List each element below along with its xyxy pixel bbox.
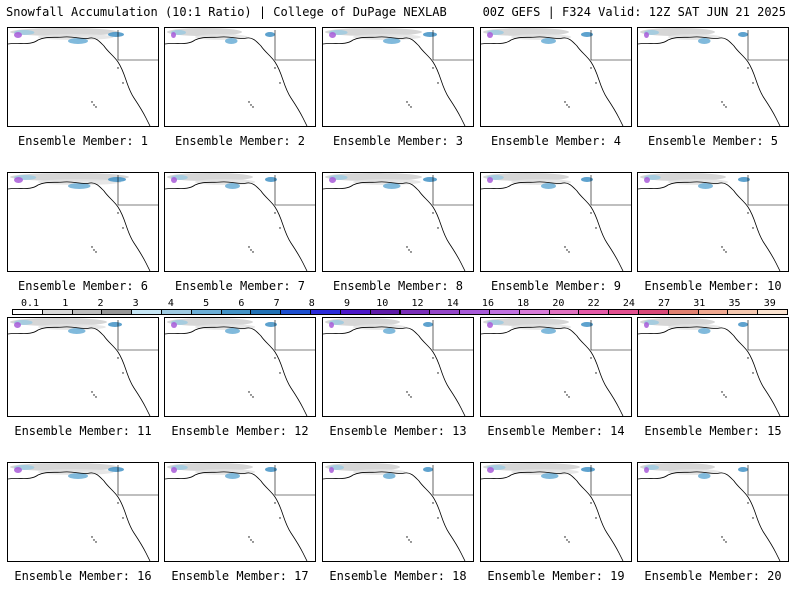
colorbar-label: 24 <box>622 298 635 309</box>
ensemble-member-label: Ensemble Member: 4 <box>490 134 622 148</box>
colorbar-swatch <box>637 309 669 315</box>
ensemble-member-label: Ensemble Member: 17 <box>171 569 309 583</box>
ensemble-member-map <box>164 172 316 272</box>
colorbar-swatch <box>727 309 759 315</box>
colorbar-swatch <box>459 309 490 315</box>
ensemble-member-label: Ensemble Member: 7 <box>174 279 306 293</box>
ensemble-member-label: Ensemble Member: 2 <box>174 134 306 148</box>
colorbar-label: 12 <box>411 298 424 309</box>
colorbar-swatch <box>667 309 699 315</box>
colorbar-label: 16 <box>481 298 494 309</box>
colorbar-swatch <box>71 309 103 315</box>
snowfall-colorbar: 0.1 1 2 3 4 5 6 7 8 9 10 12 14 16 18 20 22 24 27 31 35 39 <box>12 298 788 318</box>
ensemble-member-map <box>480 317 632 417</box>
ensemble-member-label: Ensemble Member: 6 <box>17 279 149 293</box>
colorbar-label: 18 <box>517 298 530 309</box>
ensemble-member-label: Ensemble Member: 12 <box>171 424 309 438</box>
colorbar-label: 20 <box>552 298 565 309</box>
ensemble-member-map <box>7 172 159 272</box>
colorbar-swatch <box>250 309 282 315</box>
ensemble-member-label: Ensemble Member: 8 <box>332 279 464 293</box>
ensemble-member-map <box>322 462 474 562</box>
ensemble-member-label: Ensemble Member: 19 <box>487 569 625 583</box>
ensemble-member-map <box>637 462 789 562</box>
colorbar-swatch <box>578 309 610 315</box>
colorbar-swatch <box>429 309 461 315</box>
colorbar-label: 39 <box>763 298 776 309</box>
ensemble-member-map <box>480 172 632 272</box>
ensemble-member-map <box>480 462 632 562</box>
ensemble-member-map <box>637 172 789 272</box>
ensemble-member-map <box>322 317 474 417</box>
colorbar-swatch <box>548 309 580 315</box>
ensemble-member-label: Ensemble Member: 5 <box>647 134 779 148</box>
ensemble-member-label: Ensemble Member: 10 <box>644 279 782 293</box>
colorbar-swatch <box>190 309 222 315</box>
ensemble-member-map <box>164 27 316 127</box>
colorbar-swatch <box>41 309 73 315</box>
ensemble-member-label: Ensemble Member: 11 <box>14 424 152 438</box>
ensemble-member-label: Ensemble Member: 13 <box>329 424 467 438</box>
ensemble-member-label: Ensemble Member: 1 <box>17 134 149 148</box>
ensemble-member-map <box>7 317 159 417</box>
ensemble-member-map <box>164 462 316 562</box>
colorbar-label: 2 <box>97 298 104 309</box>
ensemble-member-label: Ensemble Member: 3 <box>332 134 464 148</box>
ensemble-member-map <box>7 462 159 562</box>
colorbar-label: 1 <box>62 298 69 309</box>
colorbar-label: 0.1 <box>20 298 40 309</box>
colorbar-label: 14 <box>446 298 459 309</box>
ensemble-member-map <box>322 172 474 272</box>
colorbar-swatch <box>12 309 43 315</box>
ensemble-member-map <box>322 27 474 127</box>
ensemble-member-label: Ensemble Member: 9 <box>490 279 622 293</box>
colorbar-label: 31 <box>693 298 706 309</box>
ensemble-member-map <box>637 27 789 127</box>
ensemble-member-map <box>164 317 316 417</box>
ensemble-member-map <box>480 27 632 127</box>
colorbar-swatch <box>280 309 312 315</box>
ensemble-member-label: Ensemble Member: 15 <box>644 424 782 438</box>
colorbar-swatch <box>399 309 431 315</box>
colorbar-label: 5 <box>203 298 210 309</box>
colorbar-label: 9 <box>344 298 351 309</box>
chart-title: Snowfall Accumulation (10:1 Ratio) | Col… <box>6 5 447 19</box>
ensemble-member-label: Ensemble Member: 20 <box>644 569 782 583</box>
colorbar-label: 7 <box>273 298 280 309</box>
colorbar-swatch <box>608 309 639 315</box>
colorbar-swatch <box>339 309 371 315</box>
colorbar-label: 4 <box>167 298 174 309</box>
colorbar-swatch <box>310 309 341 315</box>
colorbar-label: 27 <box>658 298 671 309</box>
ensemble-member-map <box>7 27 159 127</box>
ensemble-member-label: Ensemble Member: 18 <box>329 569 467 583</box>
colorbar-swatch <box>518 309 550 315</box>
colorbar-label: 35 <box>728 298 741 309</box>
colorbar-swatch <box>757 309 788 315</box>
ensemble-member-label: Ensemble Member: 14 <box>487 424 625 438</box>
colorbar-swatch <box>101 309 133 315</box>
colorbar-swatch <box>488 309 520 315</box>
colorbar-label: 3 <box>132 298 139 309</box>
colorbar-swatch <box>220 309 252 315</box>
colorbar-label: 6 <box>238 298 245 309</box>
colorbar-label: 22 <box>587 298 600 309</box>
ensemble-member-label: Ensemble Member: 16 <box>14 569 152 583</box>
colorbar-swatch <box>697 309 729 315</box>
model-run-label: 00Z GEFS | F324 Valid: 12Z SAT JUN 21 20… <box>482 5 786 19</box>
colorbar-label: 8 <box>308 298 315 309</box>
colorbar-swatch <box>369 309 401 315</box>
colorbar-swatch <box>161 309 192 315</box>
colorbar-swatch <box>131 309 163 315</box>
colorbar-label: 10 <box>376 298 389 309</box>
ensemble-member-map <box>637 317 789 417</box>
